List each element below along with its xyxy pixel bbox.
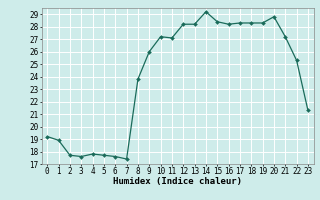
X-axis label: Humidex (Indice chaleur): Humidex (Indice chaleur) (113, 177, 242, 186)
